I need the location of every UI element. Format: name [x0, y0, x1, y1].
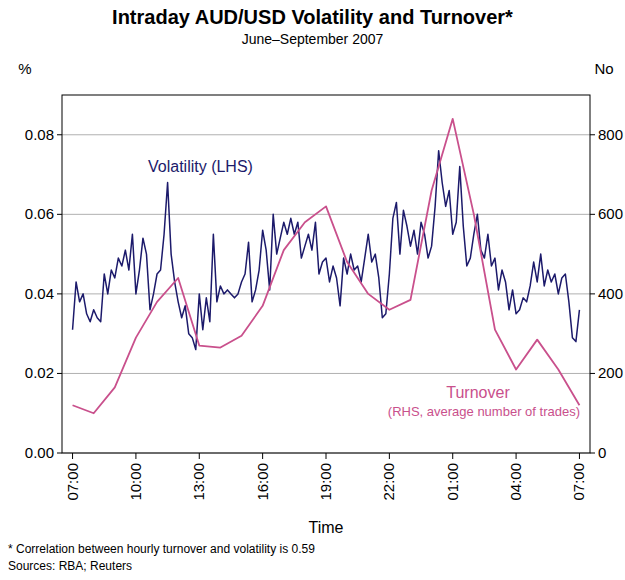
x-tick-label: 07:00	[570, 463, 587, 501]
annotation: (RHS, average number of trades)	[388, 404, 580, 419]
x-tick	[389, 453, 390, 459]
y2-tick	[590, 293, 595, 294]
grid-line	[62, 293, 590, 294]
x-tick-label: 16:00	[254, 463, 271, 501]
series-label: Turnover	[446, 384, 510, 401]
y-tick	[57, 293, 62, 294]
x-tick-label: 04:00	[507, 463, 524, 501]
x-tick-label: 19:00	[317, 463, 334, 501]
x-tick-label: 22:00	[380, 463, 397, 501]
y-tick-label: 0.02	[25, 364, 54, 381]
y-tick	[57, 214, 62, 215]
x-tick	[516, 453, 517, 459]
series-line	[73, 119, 580, 413]
x-tick	[452, 453, 453, 459]
grid-line	[62, 373, 590, 374]
x-tick-label: 01:00	[444, 463, 461, 501]
y-tick	[57, 453, 62, 454]
x-tick-label: 07:00	[64, 463, 81, 501]
y-axis-label: %	[18, 60, 31, 77]
y2-tick-label: 600	[598, 205, 623, 222]
y-tick-label: 0.04	[25, 285, 54, 302]
chart: Intraday AUD/USD Volatility and Turnover…	[0, 0, 625, 580]
x-tick	[199, 453, 200, 459]
source: Sources: RBA; Reuters	[8, 559, 132, 573]
y2-tick-label: 200	[598, 364, 623, 381]
y-tick-label: 0.08	[25, 126, 54, 143]
series-label: Volatility (LHS)	[148, 158, 253, 175]
y-tick	[57, 134, 62, 135]
y-tick-label: 0.06	[25, 205, 54, 222]
title: Intraday AUD/USD Volatility and Turnover…	[112, 6, 513, 28]
x-tick	[579, 453, 580, 459]
grid-line	[62, 214, 590, 215]
x-tick	[72, 453, 73, 459]
series-line	[73, 151, 580, 350]
y2-tick	[590, 373, 595, 374]
y2-tick-label: 800	[598, 126, 623, 143]
x-tick	[326, 453, 327, 459]
x-tick-label: 10:00	[127, 463, 144, 501]
y2-tick	[590, 453, 595, 454]
plot-frame	[62, 95, 590, 453]
plot-area	[73, 119, 580, 413]
footnote: * Correlation between hourly turnover an…	[8, 542, 315, 556]
x-tick	[135, 453, 136, 459]
subtitle: June–September 2007	[242, 31, 384, 47]
y2-tick	[590, 134, 595, 135]
x-axis-label: Time	[309, 519, 344, 536]
y2-tick	[590, 214, 595, 215]
x-tick	[262, 453, 263, 459]
y-tick-label: 0.00	[25, 444, 54, 461]
y2-axis-label: No	[594, 60, 613, 77]
grid-line	[62, 134, 590, 135]
y2-tick-label: 400	[598, 285, 623, 302]
y-tick	[57, 373, 62, 374]
x-tick-label: 13:00	[190, 463, 207, 501]
y2-tick-label: 0	[598, 444, 606, 461]
